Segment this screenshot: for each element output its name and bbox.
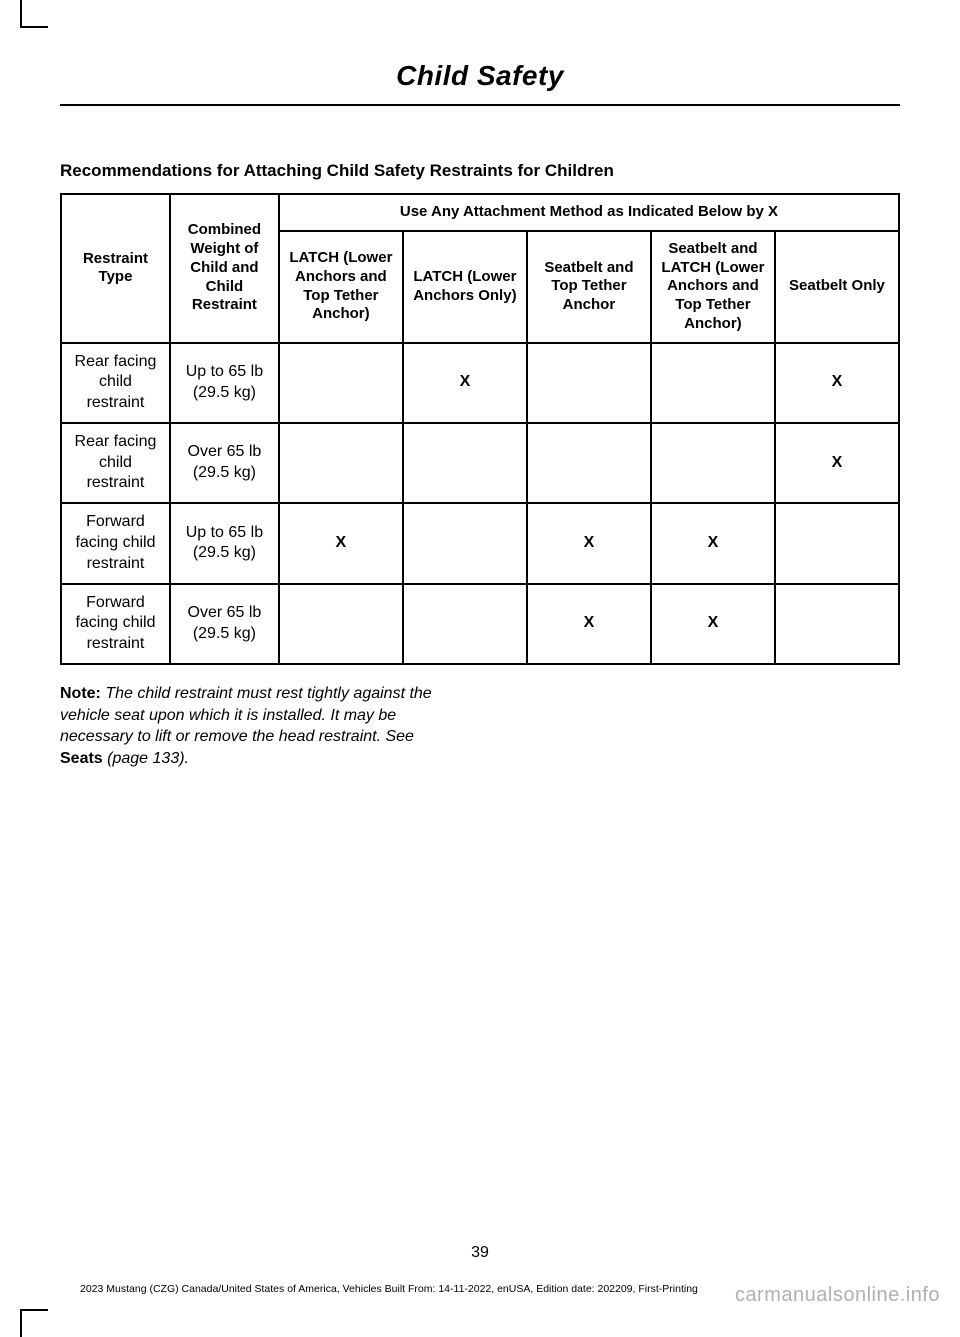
col-header-spanning: Use Any Attachment Method as Indicated B… (279, 194, 899, 231)
table-row: Rear facing child restraint Over 65 lb (… (61, 423, 899, 503)
section-title: Recommendations for Attaching Child Safe… (60, 161, 900, 181)
cell-latch-full (279, 423, 403, 503)
cell-seatbelt-only: X (775, 423, 899, 503)
restraint-table: Restraint Type Combined Weight of Child … (60, 193, 900, 665)
cell-restraint: Forward facing child restraint (61, 503, 170, 583)
cell-seatbelt-latch (651, 343, 775, 423)
page-number: 39 (0, 1244, 960, 1262)
crop-mark-bottom (20, 1309, 48, 1337)
cell-restraint: Rear facing child restraint (61, 343, 170, 423)
cell-weight: Over 65 lb (29.5 kg) (170, 423, 279, 503)
cell-seatbelt-tether: X (527, 584, 651, 664)
cell-latch-full: X (279, 503, 403, 583)
note-label: Note: (60, 685, 101, 702)
page-header: Child Safety (0, 0, 960, 104)
table-row: Forward facing child restraint Over 65 l… (61, 584, 899, 664)
col-header-latch-full: LATCH (Lower Anchors and Top Tether Anch… (279, 231, 403, 343)
col-header-restraint: Restraint Type (61, 194, 170, 343)
cell-seatbelt-tether (527, 343, 651, 423)
note-block: Note: The child restraint must rest tigh… (60, 683, 460, 769)
crop-mark-top (20, 0, 48, 28)
page-title: Child Safety (0, 60, 960, 92)
cell-latch-full (279, 584, 403, 664)
cell-seatbelt-only (775, 584, 899, 664)
note-text-before: The child restraint must rest tightly ag… (60, 685, 432, 745)
cell-weight: Up to 65 lb (29.5 kg) (170, 503, 279, 583)
cell-latch-lower (403, 584, 527, 664)
col-header-seatbelt-latch: Seatbelt and LATCH (Lower Anchors and To… (651, 231, 775, 343)
col-header-seatbelt-only: Seatbelt Only (775, 231, 899, 343)
watermark: carmanualsonline.info (735, 1284, 940, 1307)
cell-seatbelt-latch: X (651, 503, 775, 583)
cell-seatbelt-tether (527, 423, 651, 503)
table-row: Rear facing child restraint Up to 65 lb … (61, 343, 899, 423)
cell-weight: Over 65 lb (29.5 kg) (170, 584, 279, 664)
cell-latch-lower: X (403, 343, 527, 423)
cell-latch-full (279, 343, 403, 423)
cell-restraint: Rear facing child restraint (61, 423, 170, 503)
cell-seatbelt-latch: X (651, 584, 775, 664)
cell-weight: Up to 65 lb (29.5 kg) (170, 343, 279, 423)
cell-seatbelt-only: X (775, 343, 899, 423)
cell-seatbelt-latch (651, 423, 775, 503)
content-area: Recommendations for Attaching Child Safe… (0, 106, 960, 769)
col-header-latch-lower: LATCH (Lower Anchors Only) (403, 231, 527, 343)
cell-seatbelt-tether: X (527, 503, 651, 583)
table-row: Forward facing child restraint Up to 65 … (61, 503, 899, 583)
cell-restraint: Forward facing child restraint (61, 584, 170, 664)
table-header-row-1: Restraint Type Combined Weight of Child … (61, 194, 899, 231)
cell-latch-lower (403, 503, 527, 583)
cell-latch-lower (403, 423, 527, 503)
col-header-seatbelt-tether: Seatbelt and Top Tether Anchor (527, 231, 651, 343)
note-text-after: (page 133). (103, 750, 189, 767)
col-header-weight: Combined Weight of Child and Child Restr… (170, 194, 279, 343)
seats-reference: Seats (60, 750, 103, 767)
cell-seatbelt-only (775, 503, 899, 583)
